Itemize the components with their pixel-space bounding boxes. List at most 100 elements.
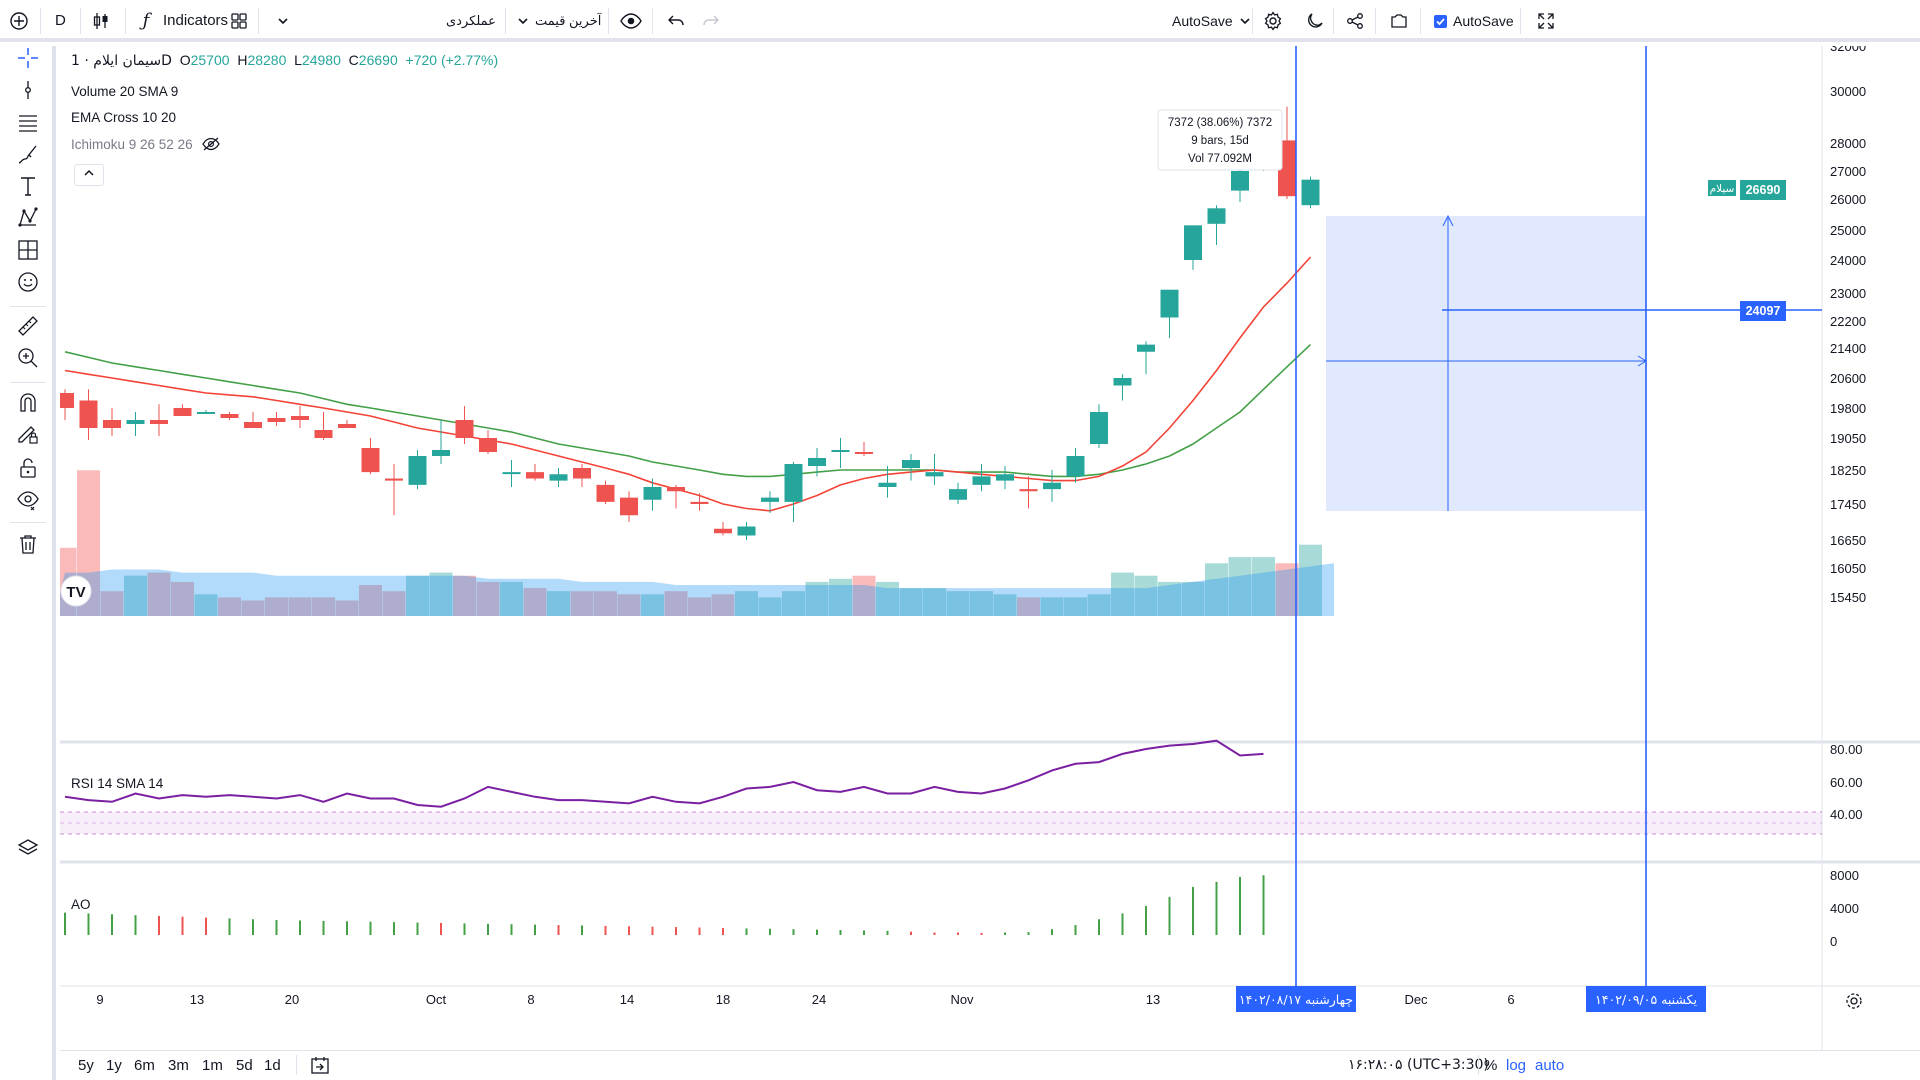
price-source-dropdown[interactable]: آخرین قیمت xyxy=(517,8,601,34)
collapse-legend-button[interactable] xyxy=(74,164,104,186)
indicator-legend-volume[interactable]: Volume 20 SMA 9 xyxy=(71,84,178,99)
volume-bar xyxy=(359,585,382,616)
ao-title-text: AO xyxy=(71,897,91,912)
add-symbol-button[interactable] xyxy=(8,8,30,34)
prediction-tool[interactable] xyxy=(14,238,42,266)
candle-body xyxy=(408,456,427,485)
redo-button[interactable] xyxy=(700,8,722,34)
indicator-legend-ema[interactable]: EMA Cross 10 20 xyxy=(71,110,176,125)
chart-type-button[interactable] xyxy=(90,8,112,34)
volume-bar xyxy=(829,578,852,616)
snapshot-button[interactable] xyxy=(1388,8,1410,34)
bottom-bar: 5y 1y 6m 3m 1m 5d 1d ۱۶:۲۸:۰۵ (UTC+3:30)… xyxy=(60,1050,1920,1080)
percent-scale-toggle[interactable]: % xyxy=(1484,1057,1498,1074)
text-icon xyxy=(17,175,39,202)
templates-button[interactable] xyxy=(228,8,250,34)
indicator-legend-ichimoku[interactable]: Ichimoku 9 26 52 26 xyxy=(71,137,221,154)
range-1m[interactable]: 1m xyxy=(202,1057,223,1074)
camera-icon xyxy=(1388,10,1410,32)
low-value: 24980 xyxy=(301,52,341,68)
candle-body xyxy=(549,474,568,481)
clock-timezone[interactable]: ۱۶:۲۸:۰۵ (UTC+3:30) xyxy=(1348,1057,1489,1073)
trash-icon xyxy=(17,533,39,560)
goto-date-button[interactable] xyxy=(310,1055,330,1079)
volume-bar xyxy=(899,588,923,616)
symbol-name[interactable]: سیمان ایلام · 1D xyxy=(71,53,172,69)
volume-bar xyxy=(1181,581,1205,616)
autosave-dropdown[interactable]: AutoSave xyxy=(1172,8,1251,34)
autosave-toggle[interactable]: AutoSave xyxy=(1434,8,1514,34)
volume-bar xyxy=(218,597,241,616)
pattern-tool[interactable] xyxy=(14,206,42,234)
magnet-tool[interactable] xyxy=(14,390,42,418)
chart-settings-gear[interactable] xyxy=(1846,993,1862,1009)
high-label: H xyxy=(237,52,248,68)
volume-bar xyxy=(1040,597,1064,616)
plus-circle-icon xyxy=(8,10,30,32)
brush-tool[interactable] xyxy=(14,142,42,170)
close-label: C xyxy=(348,52,359,68)
candle-body xyxy=(573,468,591,479)
candle-body xyxy=(972,476,991,485)
measure-tool[interactable] xyxy=(14,314,42,342)
text-tool[interactable] xyxy=(14,174,42,202)
volume-bar xyxy=(124,575,147,616)
volume-bar xyxy=(852,575,876,616)
volume-bar xyxy=(406,575,429,616)
measure-range-box[interactable] xyxy=(1326,216,1646,511)
range-3m[interactable]: 3m xyxy=(168,1057,189,1074)
log-scale-toggle[interactable]: log xyxy=(1506,1057,1527,1074)
price-axis-label: 19800 xyxy=(1830,401,1866,416)
ao-pane-title[interactable]: AO xyxy=(71,897,91,912)
range-1d[interactable]: 1d xyxy=(264,1057,281,1074)
layout-title[interactable]: عملکردی xyxy=(446,8,496,34)
indicators-button[interactable]: ƒ Indicators xyxy=(135,8,228,34)
range-6m[interactable]: 6m xyxy=(134,1057,155,1074)
undo-button[interactable] xyxy=(665,8,687,34)
share-button[interactable] xyxy=(1344,8,1366,34)
candle-body xyxy=(220,414,239,418)
auto-scale-toggle[interactable]: auto xyxy=(1535,1057,1565,1074)
lock-drawings-tool[interactable] xyxy=(14,422,42,450)
price-axis-label: 19050 xyxy=(1830,431,1866,446)
object-tree-tool[interactable] xyxy=(14,836,42,864)
lock-tool[interactable] xyxy=(14,456,42,484)
price-axis-label: 15450 xyxy=(1830,590,1866,605)
eye-off-icon[interactable] xyxy=(202,137,221,154)
more-dropdown-button[interactable] xyxy=(272,8,294,34)
range-5y[interactable]: 5y xyxy=(78,1057,94,1074)
fullscreen-button[interactable] xyxy=(1535,8,1557,34)
zoom-in-icon xyxy=(17,347,39,374)
trend-line-tool[interactable] xyxy=(14,78,42,106)
candle-body xyxy=(314,430,333,438)
price-axis-label: 27000 xyxy=(1830,164,1866,179)
candles-icon xyxy=(90,10,112,32)
hide-drawings-tool[interactable] xyxy=(14,488,42,516)
price-axis-label: 28000 xyxy=(1830,136,1866,151)
theme-toggle-button[interactable] xyxy=(1304,8,1326,34)
visibility-button[interactable] xyxy=(620,8,642,34)
candle-body xyxy=(244,422,262,428)
range-1y[interactable]: 1y xyxy=(106,1057,122,1074)
volume-bar xyxy=(805,581,829,616)
emoji-tool[interactable] xyxy=(14,270,42,298)
chart-canvas[interactable]: 80.00 60.00 40.00 8000 4000 0 32000 30000 2800… xyxy=(60,46,1920,1050)
layers-icon xyxy=(17,837,39,864)
fib-tool[interactable] xyxy=(14,110,42,138)
range-5d[interactable]: 5d xyxy=(236,1057,253,1074)
rsi-pane-title[interactable]: RSI 14 SMA 14 xyxy=(71,776,163,791)
checkbox-checked-icon[interactable] xyxy=(1434,14,1447,28)
candle-body xyxy=(949,489,967,500)
candle-body xyxy=(267,418,286,422)
candle-body xyxy=(1207,208,1226,224)
zoom-tool[interactable] xyxy=(14,346,42,374)
open-value: 25700 xyxy=(190,52,230,68)
remove-drawings-tool[interactable] xyxy=(14,532,42,560)
volume-bar xyxy=(171,581,194,616)
settings-button[interactable] xyxy=(1262,8,1284,34)
candle-body xyxy=(1160,289,1179,318)
candle-body xyxy=(831,450,850,452)
price-axis-label: 30000 xyxy=(1830,84,1866,99)
interval-button[interactable]: D xyxy=(55,8,66,34)
crosshair-tool[interactable] xyxy=(14,46,42,74)
